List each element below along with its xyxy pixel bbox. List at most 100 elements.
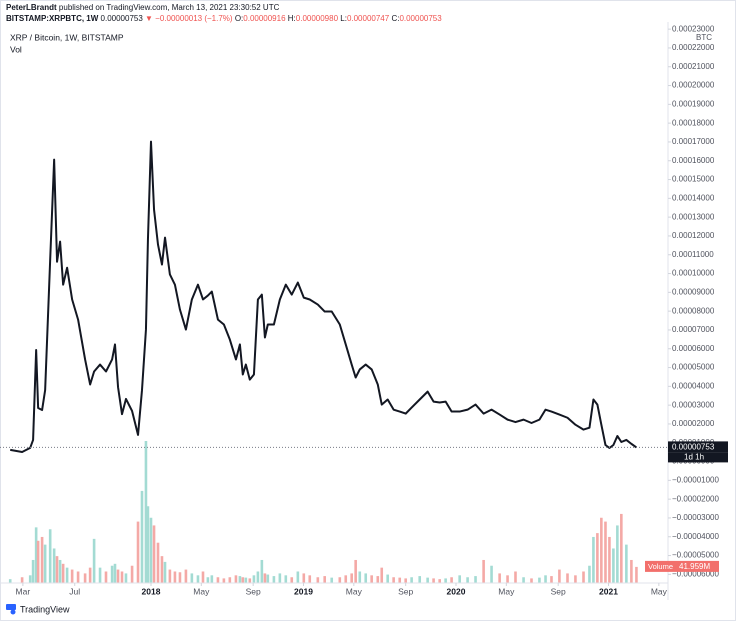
header: PeterLBrandt published on TradingView.co…: [6, 2, 442, 24]
volume-bar: [620, 513, 623, 583]
header-line-2: BITSTAMP:XRPBTC, 1W 0.00000753 ▼ −0.0000…: [6, 13, 442, 24]
volume-bar: [370, 575, 373, 583]
y-tick-label: 0.00015000: [672, 175, 715, 184]
author: PeterLBrandt: [6, 3, 57, 12]
y-tick-label: 0.00020000: [672, 81, 715, 90]
volume-bar: [252, 575, 256, 583]
volume-bar: [116, 569, 120, 583]
volume-bar: [596, 533, 599, 583]
unit-bg: [670, 33, 730, 42]
price-line: [10, 140, 638, 453]
x-tick-label: Mar: [16, 586, 31, 596]
y-tick-label: 0.00013000: [672, 212, 715, 221]
volume-bar: [228, 577, 232, 583]
volume-bar: [418, 576, 422, 583]
volume-bar: [323, 576, 326, 583]
volume-bar: [608, 536, 611, 583]
volume-bar: [550, 576, 553, 583]
y-tick-label: −0.00004000: [672, 532, 719, 541]
y-tick-label: 0.00005000: [672, 363, 715, 372]
y-tick-label: 0.00002000: [672, 419, 715, 428]
volume-bar: [196, 575, 200, 583]
volume-bar: [173, 571, 177, 583]
volume-value: 41.959M: [679, 562, 710, 571]
y-tick-label: 0.00014000: [672, 193, 715, 202]
volume-bar: [522, 577, 525, 583]
x-tick-label: 2018: [142, 586, 161, 596]
volume-bar: [600, 517, 603, 583]
volume-bar: [490, 565, 493, 583]
countdown-badge: [668, 452, 728, 463]
x-tick-label: Sep: [398, 586, 413, 596]
volume-bar: [350, 573, 353, 583]
legend-volume: Vol: [10, 44, 22, 54]
y-tick-label: 0.00003000: [672, 400, 715, 409]
volume-bar: [20, 577, 24, 583]
volume-bar: [238, 576, 242, 583]
volume-bar: [410, 577, 413, 583]
volume-bar: [178, 572, 182, 583]
volume-bar: [612, 548, 615, 583]
volume-bar: [404, 578, 407, 583]
ohlc-value: 0.00000916: [243, 14, 286, 23]
y-tick-label: 0.00021000: [672, 62, 715, 71]
volume-bar: [625, 544, 628, 583]
volume-bar: [124, 573, 128, 583]
x-tick-label: 2021: [599, 586, 618, 596]
volume-bar: [364, 573, 368, 583]
volume-bar: [163, 561, 167, 583]
volume-bar: [190, 573, 194, 583]
volume-bar: [92, 538, 96, 583]
volume-layer: [8, 441, 638, 583]
volume-bar: [506, 575, 509, 583]
volume-bar: [58, 559, 62, 583]
volume-bar: [98, 567, 102, 583]
volume-bar: [266, 574, 270, 583]
volume-bar: [272, 576, 276, 583]
price-layer: [0, 140, 668, 453]
volume-bar: [316, 577, 320, 583]
volume-bar: [40, 536, 44, 583]
last-price: 0.00000753: [100, 14, 143, 23]
volume-bar: [76, 571, 80, 583]
ohlc-label: C:: [391, 14, 400, 23]
volume-bar: [290, 577, 294, 583]
y-tick-label: 0.00006000: [672, 344, 715, 353]
volume-bar: [55, 556, 59, 583]
volume-bar: [136, 521, 140, 583]
ohlc-value: 0.00000747: [346, 14, 390, 23]
volume-bar: [222, 578, 226, 583]
volume-bar: [140, 490, 144, 583]
volume-bar: [160, 556, 164, 583]
ohlc-value: 0.00000753: [399, 14, 442, 23]
volume-bar: [263, 573, 267, 583]
volume-bar: [544, 575, 547, 583]
y-tick-label: 0.00019000: [672, 99, 715, 108]
volume-bar: [234, 575, 238, 583]
ohlc-label: H:: [287, 14, 296, 23]
volume-bar: [216, 577, 220, 583]
volume-bar: [376, 576, 380, 583]
y-tick-label: 0.00009000: [672, 287, 715, 296]
y-tick-label: 0.00017000: [672, 137, 715, 146]
volume-bar: [630, 559, 633, 583]
volume-bar: [498, 573, 501, 583]
ohlc-value: 0.00000980: [295, 14, 339, 23]
volume-bar: [149, 517, 153, 583]
volume-bar: [444, 578, 447, 583]
volume-bar: [344, 575, 348, 583]
volume-bar: [113, 563, 117, 583]
y-tick-label: 0.00007000: [672, 325, 715, 334]
y-tick-label: 0.00011000: [672, 250, 714, 259]
volume-bar: [201, 571, 205, 583]
volume-bar: [450, 577, 453, 583]
volume-bar: [482, 559, 485, 583]
x-tick-label: May: [498, 586, 515, 596]
volume-bar: [43, 544, 47, 583]
volume-bar: [566, 573, 569, 583]
volume-bar: [438, 579, 441, 583]
footer-brand: TradingView: [20, 604, 70, 614]
